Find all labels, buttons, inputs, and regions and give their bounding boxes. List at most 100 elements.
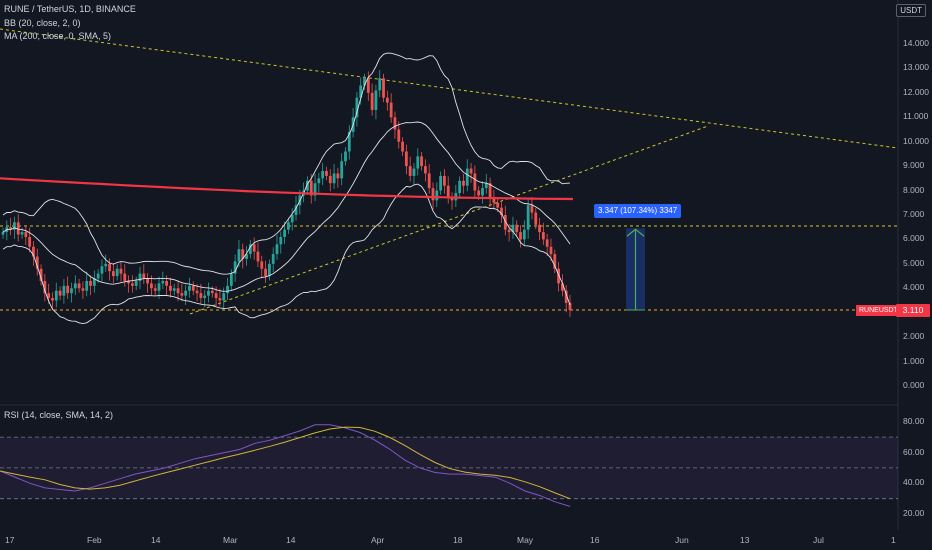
bb-basis (2, 121, 571, 292)
candle-body (355, 97, 359, 118)
candle-body (1, 232, 5, 235)
candle-body (469, 168, 473, 174)
bb-indicator-legend[interactable]: BB (20, close, 2, 0) (4, 18, 81, 28)
candle-body (283, 229, 286, 237)
rsi-tick-label: 60.00 (903, 446, 925, 457)
time-tick-label: 14 (151, 535, 161, 545)
price-tick-label: 10.000 (903, 135, 929, 146)
currency-badge[interactable]: USDT (896, 4, 926, 17)
price-tick-label: 14.000 (903, 37, 929, 48)
price-tick-label: 4.000 (903, 282, 925, 293)
candle-body (340, 161, 344, 179)
candle-body (20, 232, 24, 235)
candle-body (199, 293, 203, 299)
candle-body (359, 85, 363, 98)
candle-body (332, 173, 336, 184)
candle-body (16, 222, 20, 235)
candle-body (568, 302, 572, 311)
candle-body (66, 285, 70, 294)
candle-body (150, 283, 153, 289)
measure-label[interactable]: 3.347 (107.34%) 3347 (594, 204, 682, 218)
candle-body (553, 254, 557, 269)
time-tick-label: 1 (891, 535, 896, 545)
price-tick-label: 0.000 (903, 380, 925, 390)
candle-body (226, 285, 229, 294)
candle-body (313, 183, 317, 196)
candle-body (309, 180, 313, 196)
symbol-legend[interactable]: RUNE / TetherUS, 1D, BINANCE (4, 4, 136, 14)
candle-body (32, 246, 35, 257)
time-tick-label: 16 (590, 535, 600, 545)
candle-body (153, 288, 157, 291)
candle-body (92, 278, 96, 286)
candle-body (503, 214, 507, 230)
candle-body (500, 207, 503, 215)
time-tick-label: May (517, 535, 534, 545)
rsi-tick-label: 80.00 (903, 415, 925, 426)
candle-body (446, 185, 450, 198)
candle-body (557, 268, 560, 284)
rsi-ma-line (0, 426, 571, 500)
candle-body (511, 224, 515, 233)
candle-body (530, 205, 534, 213)
price-tick-label: 6.000 (903, 233, 925, 244)
candle-body (47, 293, 51, 299)
candle-body (408, 166, 412, 176)
time-tick-label: 14 (286, 535, 296, 545)
candle-body (210, 290, 214, 294)
candle-body (81, 288, 85, 291)
candle-body (481, 188, 484, 196)
bb-lower-band (2, 183, 571, 325)
rsi-indicator-legend[interactable]: RSI (14, close, SMA, 14, 2) (4, 410, 114, 420)
candle-body (325, 171, 328, 176)
candle-body (363, 78, 366, 86)
candle-body (180, 293, 184, 296)
candle-body (96, 273, 100, 279)
candle-body (336, 173, 340, 179)
time-tick-label: Apr (371, 535, 385, 545)
candle-body (104, 263, 108, 267)
price-tick-label: 13.000 (903, 62, 929, 73)
candle-body (138, 273, 142, 281)
candle-body (222, 293, 226, 301)
candle-body (389, 102, 393, 118)
candle-body (458, 180, 462, 194)
candle-body (450, 197, 454, 201)
candle-body (374, 90, 378, 110)
candle-body (123, 273, 127, 281)
candle-body (366, 78, 370, 93)
time-tick-label: 13 (740, 535, 750, 545)
price-tick-label: 7.000 (903, 208, 925, 219)
last-price-tag: 3.110 (896, 304, 930, 317)
candle-body (214, 293, 218, 299)
candle-body (43, 280, 47, 294)
candle-body (119, 268, 123, 274)
candle-body (473, 173, 477, 191)
candle-body (484, 183, 488, 189)
price-tick-label: 1.000 (903, 355, 925, 366)
candle-body (73, 283, 77, 289)
candle-body (538, 224, 541, 233)
candle-body (290, 214, 294, 223)
candle-body (58, 290, 62, 296)
candle-body (431, 188, 435, 201)
ma-indicator-legend[interactable]: MA (200, close, 0, SMA, 5) (4, 31, 112, 41)
bb-upper-band (2, 52, 571, 275)
candle-body (267, 263, 271, 277)
candle-body (28, 236, 32, 247)
price-tick-label: 8.000 (903, 184, 925, 195)
candle-body (252, 244, 256, 252)
candle-body (401, 141, 404, 152)
candle-body (195, 290, 199, 294)
ma200-line (0, 177, 574, 201)
candle-body (161, 280, 165, 284)
candle-body (328, 175, 332, 184)
candle-body (397, 129, 401, 142)
candle-body (130, 283, 134, 286)
candle-body (279, 236, 283, 245)
candle-body (344, 151, 347, 162)
candle-body (248, 244, 252, 255)
candle-body (184, 290, 188, 296)
candle-body (519, 232, 522, 240)
